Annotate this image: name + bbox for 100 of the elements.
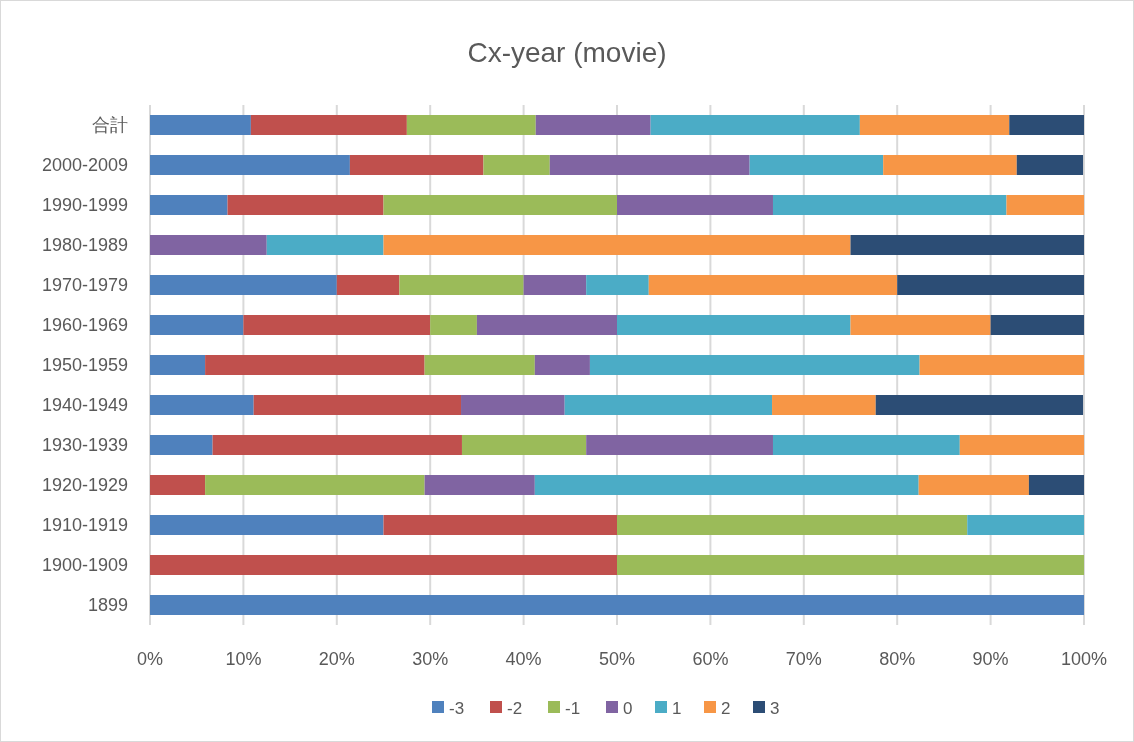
bar	[772, 395, 876, 415]
x-tick-label: 90%	[972, 649, 1009, 669]
y-tick-label: 1930-1939	[41, 435, 128, 456]
bar	[150, 435, 213, 455]
legend-label: 1	[672, 698, 682, 718]
bar	[430, 315, 477, 335]
bar	[150, 235, 267, 255]
x-tick-label: 70%	[785, 649, 822, 669]
bar	[897, 275, 1084, 295]
y-tick-label: 2000-2009	[41, 155, 128, 176]
x-tick-label: 100%	[1060, 649, 1108, 669]
bar	[586, 275, 649, 295]
bar	[349, 155, 484, 175]
y-tick-label: 1899	[87, 595, 128, 616]
legend-label: 0	[623, 698, 633, 718]
y-tick-label: 1970-1979	[41, 275, 128, 296]
bar	[535, 115, 651, 135]
bar	[650, 115, 860, 135]
legend-label: -2	[507, 698, 523, 718]
legend-label: 2	[721, 698, 731, 718]
bar	[918, 475, 1029, 495]
chart-title: Cx-year (movie)	[467, 37, 667, 68]
bar	[266, 235, 384, 255]
bar	[534, 475, 919, 495]
bar	[205, 355, 425, 375]
bar	[883, 155, 1017, 175]
y-tick-label: 1900-1909	[41, 555, 128, 576]
bar	[1006, 195, 1084, 215]
x-tick-label: 10%	[225, 649, 262, 669]
y-tick-label: 1910-1919	[41, 515, 128, 536]
bar	[959, 435, 1084, 455]
bar	[523, 275, 587, 295]
bar	[150, 515, 384, 535]
bar	[383, 195, 617, 215]
bar	[749, 155, 884, 175]
bar	[549, 155, 750, 175]
bar	[990, 315, 1084, 335]
bar	[150, 355, 206, 375]
bar	[617, 555, 1084, 575]
bar	[424, 355, 535, 375]
bar	[1016, 155, 1084, 175]
y-tick-label: 1960-1969	[41, 315, 128, 336]
bar	[383, 515, 617, 535]
bar	[859, 115, 1010, 135]
bar	[243, 315, 431, 335]
bar	[150, 155, 350, 175]
bar	[617, 195, 773, 215]
y-tick-label: 1920-1929	[41, 475, 128, 496]
bar	[424, 475, 535, 495]
y-tick-label: 1940-1949	[41, 395, 128, 416]
legend-label: -3	[449, 698, 465, 718]
bar	[461, 435, 587, 455]
x-tick-label: 80%	[879, 649, 916, 669]
bar	[967, 515, 1084, 535]
bar	[150, 115, 251, 135]
bar	[534, 355, 590, 375]
bar	[205, 475, 425, 495]
bar	[150, 595, 1084, 615]
bar	[212, 435, 462, 455]
x-tick-label: 50%	[598, 649, 636, 669]
bar	[850, 315, 991, 335]
x-tick-label: 20%	[318, 649, 355, 669]
legend-label: -1	[565, 698, 581, 718]
bar	[1009, 115, 1084, 135]
bar	[150, 555, 617, 575]
bar	[919, 355, 1084, 375]
bar	[483, 155, 550, 175]
bar	[564, 395, 773, 415]
bar	[150, 315, 244, 335]
y-tick-label: 1980-1989	[41, 235, 128, 256]
bar	[648, 275, 898, 295]
bar	[476, 315, 617, 335]
bar	[772, 435, 960, 455]
bar	[253, 395, 462, 415]
bar	[383, 235, 851, 255]
bar	[150, 475, 206, 495]
x-tick-label: 40%	[505, 649, 542, 669]
bar	[150, 195, 228, 215]
y-tick-label: 1990-1999	[41, 195, 128, 216]
x-tick-label: 60%	[692, 649, 729, 669]
bar	[250, 115, 407, 135]
bar	[336, 275, 400, 295]
bar	[461, 395, 565, 415]
x-tick-label: 0%	[136, 649, 164, 669]
bar	[617, 515, 968, 535]
bar	[1028, 475, 1084, 495]
bar	[586, 435, 773, 455]
bar	[406, 115, 536, 135]
bar	[227, 195, 384, 215]
bar	[772, 195, 1007, 215]
y-tick-label: 合計	[92, 115, 128, 136]
x-tick-label: 30%	[412, 649, 449, 669]
legend-label: 3	[770, 698, 780, 718]
bar	[617, 315, 851, 335]
bar	[150, 395, 254, 415]
bar	[875, 395, 1084, 415]
bar	[589, 355, 920, 375]
y-tick-label: 1950-1959	[41, 355, 128, 376]
bar	[399, 275, 524, 295]
bar	[850, 235, 1084, 255]
